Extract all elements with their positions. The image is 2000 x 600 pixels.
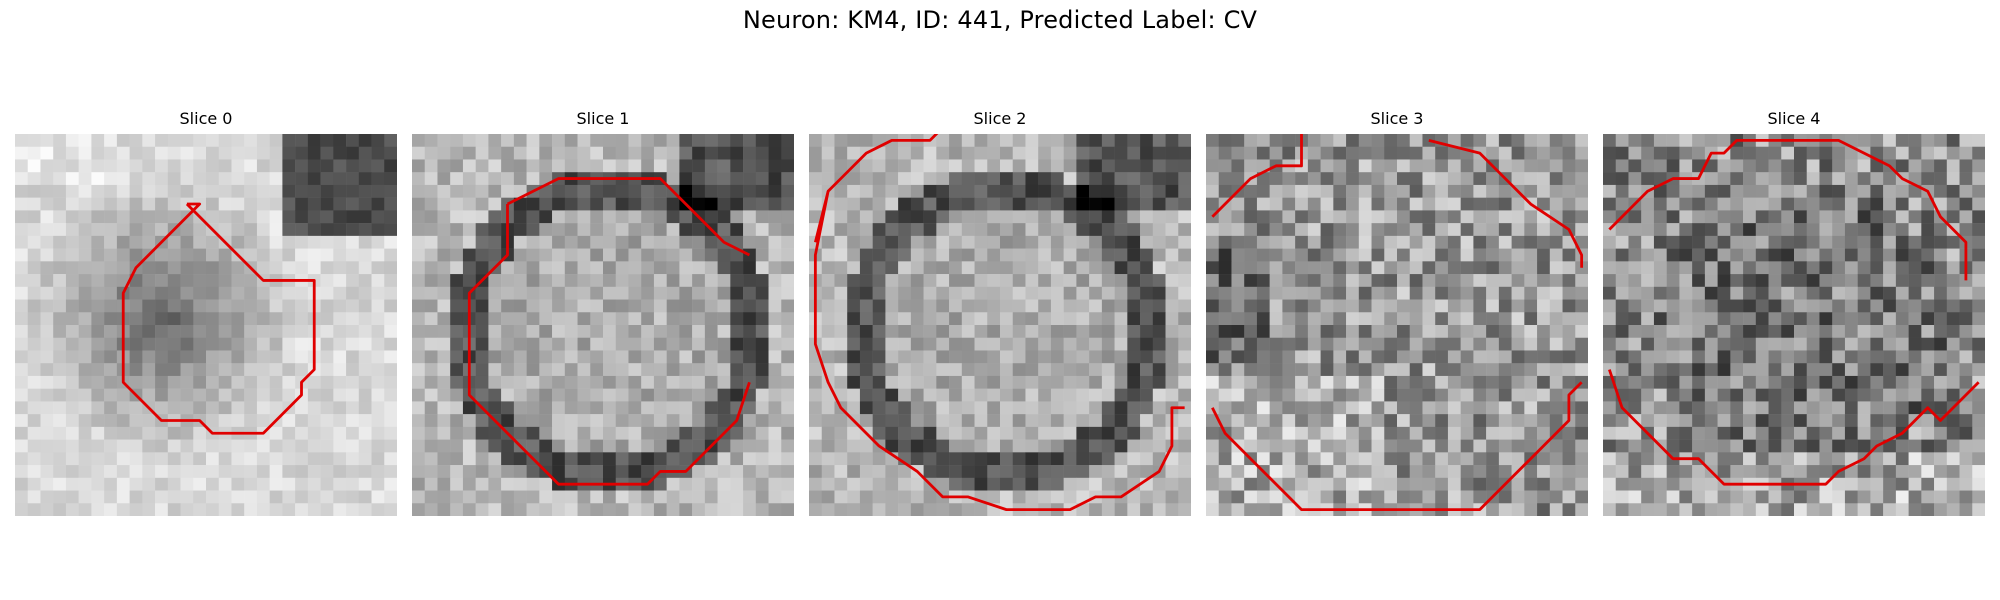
- contour-line: [467, 204, 751, 486]
- slice-title: Slice 3: [1370, 109, 1424, 128]
- slice-title: Slice 0: [179, 109, 233, 128]
- contour-line: [1428, 139, 1584, 268]
- contour-line: [1608, 369, 1980, 486]
- slice-panel-3: Slice 3: [1206, 108, 1588, 516]
- slice-panel-2: Slice 2: [809, 108, 1191, 516]
- contour-line: [813, 189, 1185, 512]
- slice-panel-0: Slice 0: [15, 108, 397, 516]
- slice-title: Slice 1: [576, 109, 630, 128]
- contour-line: [1211, 381, 1583, 512]
- slice-image: [15, 134, 397, 516]
- slice-image: [1603, 134, 1985, 516]
- contour-line: [1608, 138, 1968, 281]
- contour-line: [827, 134, 939, 193]
- slice-panel-4: Slice 4: [1603, 108, 1985, 516]
- slice-image: [809, 134, 1191, 516]
- slice-image: [412, 134, 794, 516]
- slice-image: [1206, 134, 1588, 516]
- slice-panel-1: Slice 1: [412, 108, 794, 516]
- contour-line: [506, 177, 751, 257]
- figure-title: Neuron: KM4, ID: 441, Predicted Label: C…: [742, 6, 1258, 34]
- contour-line: [1211, 134, 1303, 218]
- slice-title: Slice 2: [973, 109, 1027, 128]
- slice-title: Slice 4: [1767, 109, 1821, 128]
- contour-line: [121, 202, 316, 435]
